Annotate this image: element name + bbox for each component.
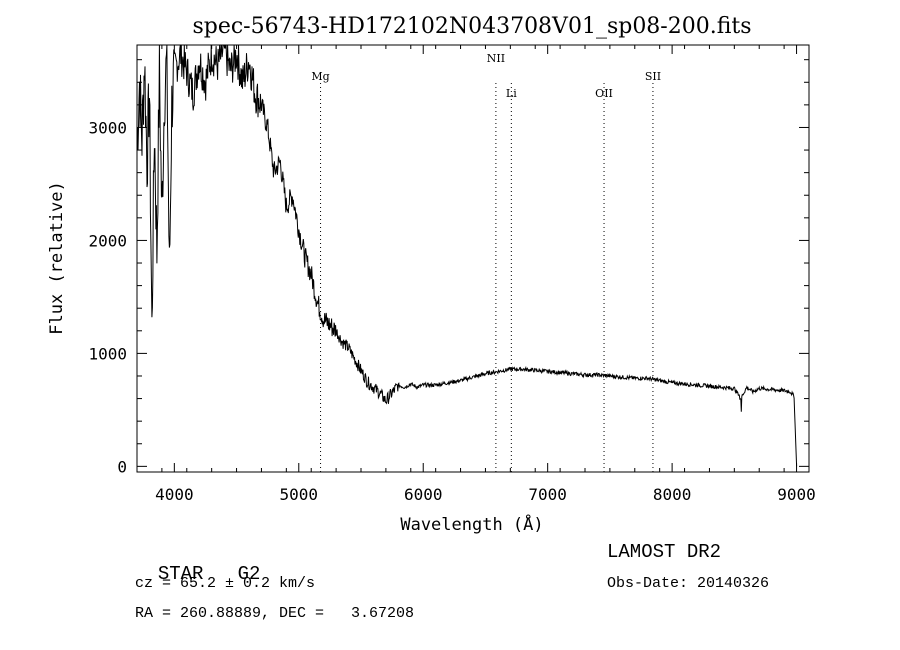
line-label-oii: OII: [595, 87, 613, 100]
y-tick-label: 3000: [88, 118, 127, 137]
redshift-text: cz = 65.2 ± 0.2 km/s: [135, 575, 316, 592]
y-tick-label: 0: [117, 457, 127, 476]
x-axis-label: Wavelength (Å): [400, 513, 543, 535]
x-tick-label: 6000: [404, 485, 443, 504]
y-axis-label: Flux (relative): [47, 181, 67, 335]
y-tick-label: 1000: [88, 344, 127, 363]
survey-label: LAMOST DR2: [607, 541, 722, 563]
chart-title: spec-56743-HD172102N043708V01_sp08-200.f…: [192, 14, 751, 39]
axis-tick-labels: 4000 5000 6000 7000 8000 9000 0 1000 2000 3000: [88, 118, 815, 504]
x-tick-label: 5000: [280, 485, 319, 504]
x-tick-label: 7000: [528, 485, 567, 504]
plot-frame: [136, 44, 810, 473]
object-class: STAR G2: [135, 541, 261, 585]
obs-date-text: Obs-Date: 20140326: [607, 575, 770, 592]
spectrum-line: [136, 44, 798, 467]
emission-lines: Mg NII Li OII SII: [311, 52, 661, 472]
x-tick-label: 8000: [653, 485, 692, 504]
line-label-nii: NII: [487, 52, 505, 65]
line-label-li: Li: [506, 87, 517, 100]
class-label: STAR: [157, 563, 204, 585]
line-label-sii: SII: [645, 70, 661, 83]
coordinates-text: RA = 260.88889, DEC = 3.67208: [135, 605, 415, 622]
subclass-label: G2: [237, 563, 261, 585]
axis-ticks: [136, 45, 810, 472]
line-label-mg: Mg: [311, 70, 329, 83]
y-tick-label: 2000: [88, 231, 127, 250]
x-tick-label: 9000: [777, 485, 816, 504]
x-tick-label: 4000: [155, 485, 194, 504]
